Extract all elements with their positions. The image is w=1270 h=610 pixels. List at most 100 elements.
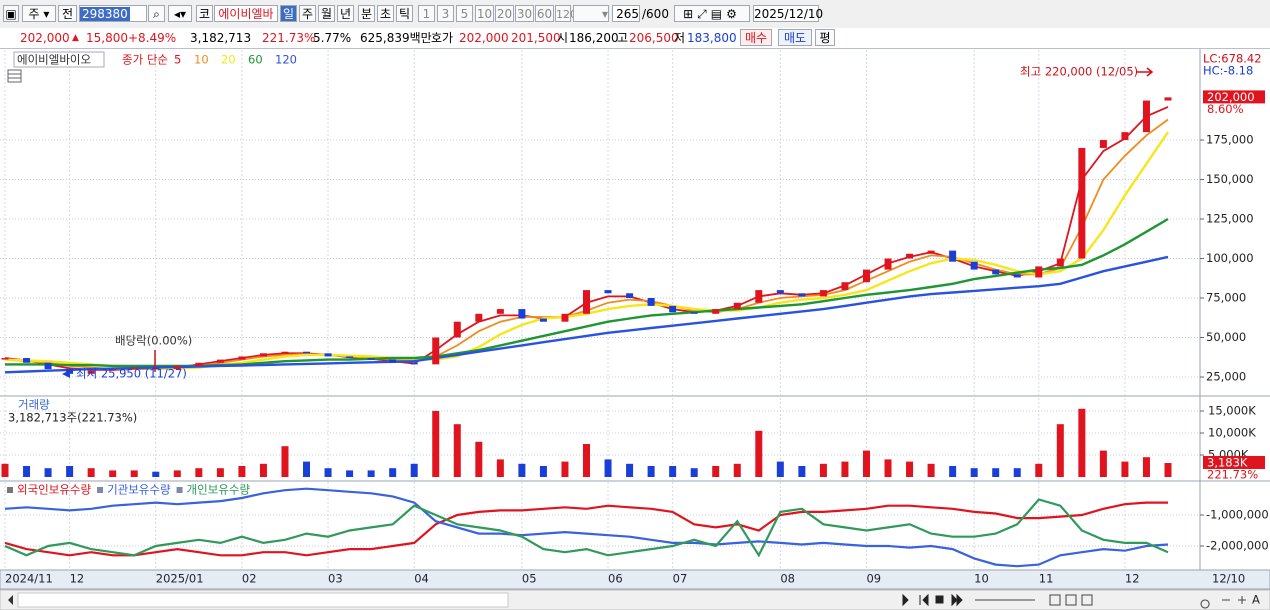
change: 15,800 <box>86 31 128 45</box>
stock-name[interactable]: 에이비엘바 <box>214 5 278 22</box>
interval-button[interactable]: 년 <box>337 5 354 22</box>
scroll-thumb[interactable] <box>17 592 509 608</box>
volume-bar <box>130 470 138 477</box>
turnover: 5.77% <box>313 31 352 45</box>
candle <box>496 309 504 314</box>
interval-button[interactable]: 틱 <box>396 5 413 22</box>
bid-label: 호가 <box>431 31 454 45</box>
volume-bar <box>367 470 375 477</box>
dropdown[interactable]: ▾ <box>573 5 609 22</box>
volume-bar <box>819 463 827 477</box>
volume-bar <box>238 465 246 477</box>
holding-line <box>4 498 1169 558</box>
x-tick-label: 05 <box>522 572 537 586</box>
candle <box>604 290 612 294</box>
interval-button[interactable]: 분 <box>358 5 375 22</box>
candle <box>1078 147 1086 259</box>
volume-title: 거래량 <box>18 398 50 412</box>
period-select[interactable]: 주 ▾ <box>22 5 56 22</box>
search-button[interactable]: ⌕ <box>148 5 165 22</box>
last-rate: 8.60% <box>1207 102 1244 116</box>
minute-button[interactable]: 1 <box>418 5 435 22</box>
candle <box>130 367 138 370</box>
candle <box>583 290 590 314</box>
menu-icon[interactable]: ▣ <box>3 5 19 22</box>
interval-button[interactable]: 초 <box>377 5 394 22</box>
table-icon[interactable] <box>7 69 22 83</box>
high-arrow <box>1137 67 1154 77</box>
y-tick-label: 125,000 <box>1206 212 1254 226</box>
y-tick-label: -1,000,000 <box>1206 508 1269 522</box>
x-tick-label: 12 <box>70 572 85 586</box>
dividend-note: 배당락(0.00%) <box>115 334 192 348</box>
code-input[interactable]: 298380 <box>79 5 147 22</box>
candle <box>87 370 95 374</box>
y-tick-label: 150,000 <box>1206 172 1254 186</box>
volume-bar <box>410 463 418 477</box>
volume-bar <box>1078 408 1086 477</box>
candle <box>733 302 741 310</box>
tool-icons[interactable]: ⊞⤢▤⚙ <box>674 5 750 22</box>
candle <box>970 261 978 270</box>
legend-prefix: 종가 단순 <box>122 53 168 67</box>
scope-button[interactable]: 전 <box>58 5 77 22</box>
market-button[interactable]: 코 <box>196 5 213 22</box>
candle <box>626 293 634 299</box>
candle <box>23 358 31 363</box>
period: 주 <box>28 7 40 21</box>
holding-line <box>4 487 1169 568</box>
candle <box>324 353 332 357</box>
bid: 201,500 <box>511 31 561 45</box>
minute-button[interactable]: 30 <box>515 5 534 22</box>
last-price-box <box>1203 90 1265 104</box>
x-tick-label: 2025/01 <box>156 572 204 586</box>
volume-bar <box>647 465 655 477</box>
minute-button[interactable]: 60 <box>535 5 554 22</box>
y-tick-label: 25,000 <box>1206 369 1246 383</box>
x-tick-label: 07 <box>673 572 688 586</box>
low-note: 최저 25,950 (11/27) <box>76 367 187 381</box>
x-tick-label: 04 <box>414 572 429 586</box>
minute-button[interactable]: 20 <box>495 5 514 22</box>
nav-buttons[interactable] <box>902 593 963 607</box>
avg-button[interactable]: 평 <box>815 29 835 46</box>
interval-button[interactable]: 월 <box>318 5 335 22</box>
candle <box>389 359 397 363</box>
candle <box>841 282 849 291</box>
open-label: 시 <box>557 31 569 45</box>
sound-button[interactable]: ◂▾ <box>168 5 192 22</box>
candle <box>755 290 763 303</box>
price: 202,000 <box>20 31 70 45</box>
scroll-left[interactable] <box>8 595 13 605</box>
buy-button[interactable]: 매수 <box>740 29 772 46</box>
candle <box>647 298 655 306</box>
volume-bar <box>389 468 397 477</box>
font-size-button[interactable]: A <box>1252 593 1260 607</box>
volume: 3,182,713 <box>190 31 252 45</box>
y-tick-label: 75,000 <box>1206 291 1246 305</box>
volume-bar <box>1099 450 1107 477</box>
candle <box>712 309 720 314</box>
volume-bar <box>1164 462 1172 477</box>
volume-bar <box>44 468 52 477</box>
candle <box>927 250 935 254</box>
sell-button[interactable]: 매도 <box>778 29 812 46</box>
volume-bar <box>346 470 354 477</box>
candle <box>669 305 677 313</box>
candle <box>346 356 354 359</box>
count-input[interactable]: 265 <box>612 5 640 22</box>
volume-bar <box>690 468 698 477</box>
legend-entry: 20 <box>221 53 236 67</box>
minute-button[interactable]: 3 <box>437 5 454 22</box>
date-input[interactable]: 2025/12/10 <box>753 5 824 22</box>
volume-rate: 221.73% <box>262 31 316 45</box>
minute-button[interactable]: 5 <box>456 5 473 22</box>
minute-button[interactable]: 120 <box>555 5 577 22</box>
tool-icons[interactable] <box>975 594 1246 609</box>
minute-button[interactable]: 10 <box>475 5 494 22</box>
interval-button[interactable]: 주 <box>299 5 316 22</box>
volume-bar <box>992 468 1000 477</box>
interval-button[interactable]: 일 <box>280 5 297 22</box>
candle <box>259 353 267 357</box>
